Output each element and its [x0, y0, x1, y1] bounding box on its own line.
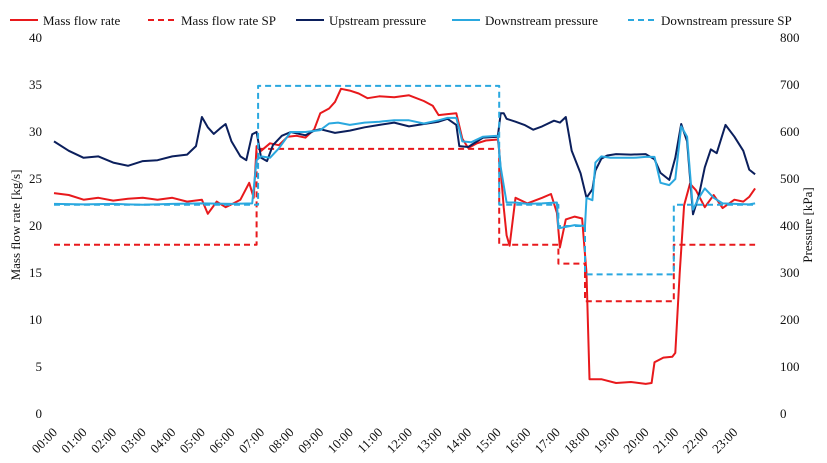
x-tick-label: 18:00 — [561, 425, 593, 457]
y-tick-label-left: 0 — [36, 406, 43, 421]
x-tick-label: 16:00 — [502, 425, 534, 457]
x-tick-label: 04:00 — [147, 425, 179, 457]
y-tick-label-left: 10 — [29, 312, 42, 327]
y-tick-label-left: 30 — [29, 124, 42, 139]
x-tick-label: 06:00 — [206, 425, 238, 457]
x-tick-label: 17:00 — [531, 425, 563, 457]
y-tick-label-right: 300 — [780, 265, 800, 280]
y-tick-label-left: 25 — [29, 171, 42, 186]
x-tick-label: 11:00 — [354, 425, 385, 456]
x-tick-label: 14:00 — [443, 425, 475, 457]
plot-area — [53, 84, 756, 385]
y-axis-label-left: Mass flow rate [kg/s] — [8, 170, 23, 281]
y-tick-label-right: 600 — [780, 124, 800, 139]
y-tick-label-right: 700 — [780, 77, 800, 92]
legend: Mass flow rate Mass flow rate SP Upstream … — [10, 13, 792, 28]
series-line-3 — [53, 116, 756, 230]
x-tick-label: 05:00 — [176, 425, 208, 457]
x-tick-label: 01:00 — [58, 425, 90, 457]
x-tick-label: 21:00 — [650, 425, 682, 457]
legend-label-3: Downstream pressure — [485, 13, 598, 28]
x-tick-label: 09:00 — [295, 425, 327, 457]
y-axis-left: 0 5 10 15 20 25 30 35 40 — [29, 30, 42, 421]
legend-label-2: Upstream pressure — [329, 13, 426, 28]
series-line-4 — [54, 84, 756, 276]
y-tick-label-right: 500 — [780, 171, 800, 186]
series-line-2 — [53, 112, 756, 216]
x-tick-label: 22:00 — [679, 425, 711, 457]
x-tick-label: 12:00 — [384, 425, 416, 457]
y-tick-label-right: 0 — [780, 406, 787, 421]
x-tick-label: 13:00 — [413, 425, 445, 457]
x-tick-label: 00:00 — [29, 425, 61, 457]
y-tick-label-right: 100 — [780, 359, 800, 374]
x-tick-label: 02:00 — [88, 425, 120, 457]
x-axis: 00:0001:0002:0003:0004:0005:0006:0007:00… — [29, 425, 741, 457]
legend-label-4: Downstream pressure SP — [661, 13, 792, 28]
y-tick-label-left: 20 — [29, 218, 42, 233]
x-tick-label: 08:00 — [265, 425, 297, 457]
x-tick-label: 03:00 — [117, 425, 149, 457]
x-tick-label: 10:00 — [324, 425, 356, 457]
x-tick-label: 15:00 — [472, 425, 504, 457]
y-axis-right: 0 100 200 300 400 500 600 700 800 — [780, 30, 800, 421]
series-line-1 — [54, 147, 756, 303]
y-tick-label-right: 400 — [780, 218, 800, 233]
legend-label-1: Mass flow rate SP — [181, 13, 276, 28]
x-tick-label: 20:00 — [620, 425, 652, 457]
y-tick-label-left: 35 — [29, 77, 42, 92]
y-tick-label-right: 800 — [780, 30, 800, 45]
legend-label-0: Mass flow rate — [43, 13, 120, 28]
series-line-0 — [53, 87, 756, 385]
y-tick-label-left: 40 — [29, 30, 42, 45]
x-tick-label: 23:00 — [709, 425, 741, 457]
y-tick-label-left: 5 — [36, 359, 43, 374]
y-axis-label-right: Pressure [kPa] — [800, 187, 815, 262]
y-tick-label-right: 200 — [780, 312, 800, 327]
x-tick-label: 19:00 — [591, 425, 623, 457]
y-tick-label-left: 15 — [29, 265, 42, 280]
x-tick-label: 07:00 — [236, 425, 268, 457]
